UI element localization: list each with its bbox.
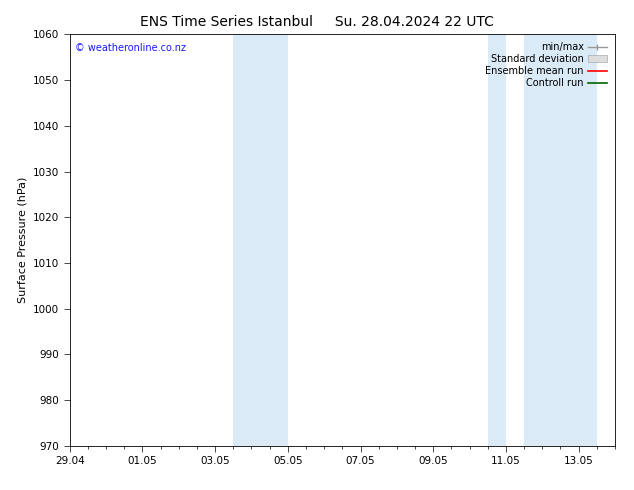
Bar xyxy=(524,34,597,446)
Legend: min/max, Standard deviation, Ensemble mean run, Controll run: min/max, Standard deviation, Ensemble me… xyxy=(482,39,610,91)
Text: ENS Time Series Istanbul     Su. 28.04.2024 22 UTC: ENS Time Series Istanbul Su. 28.04.2024 … xyxy=(140,15,494,29)
Bar xyxy=(488,34,506,446)
Y-axis label: Surface Pressure (hPa): Surface Pressure (hPa) xyxy=(18,177,27,303)
Bar xyxy=(233,34,288,446)
Text: © weatheronline.co.nz: © weatheronline.co.nz xyxy=(75,43,186,52)
